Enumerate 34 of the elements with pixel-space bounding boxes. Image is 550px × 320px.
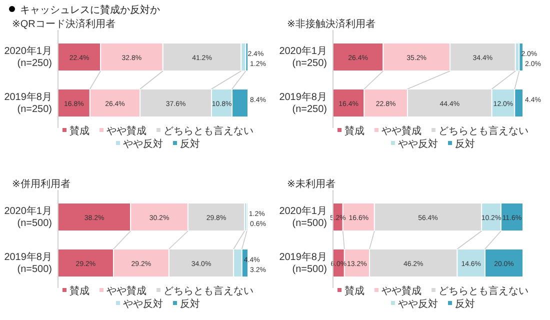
legend-label: やや反対 [398,298,438,310]
chart-subtitle: ※QRコード決済利用者 [12,18,116,30]
y-tick-label: 2019年8月 (n=250) [4,91,52,115]
legend-label: 反対 [180,298,200,310]
y-tick-label: 2020年1月 (n=500) [279,205,327,229]
y-tick-label: 2019年8月 (n=250) [279,91,327,115]
legend-label: やや反対 [398,138,438,150]
y-tick-label: 2020年1月 (n=500) [4,205,52,229]
legend-label: やや賛成 [106,285,146,297]
chart-subtitle: ※未利用者 [287,178,336,190]
legend-label: やや反対 [123,138,163,150]
chart-title: キャッシュレスに賛成か反対か [20,4,160,16]
legend-label: 賛成 [344,285,364,297]
chart-subtitle: ※併用利用者 [12,178,70,190]
chart-subtitle: ※非接触決済利用者 [287,18,376,30]
legend-label: やや賛成 [382,125,422,137]
legend-label: 反対 [180,138,200,150]
legend-label: どちらとも言えない [438,285,528,297]
legend-label: どちらとも言えない [164,285,254,297]
legend-label: やや反対 [123,298,163,310]
legend-label: 反対 [455,138,475,150]
legend-label: やや賛成 [382,285,422,297]
legend-label: どちらとも言えない [438,125,528,137]
y-tick-label: 2020年1月 (n=250) [279,45,327,69]
y-tick-label: 2020年1月 (n=250) [4,45,52,69]
legend-label: 賛成 [70,125,90,137]
bar [518,42,524,72]
y-tick-label: 2019年8月 (n=500) [4,251,52,275]
legend-label: どちらとも言えない [164,125,254,137]
legend-label: 賛成 [344,125,364,137]
legend-label: やや賛成 [106,125,146,137]
y-tick-label: 2019年8月 (n=500) [279,251,327,275]
legend-label: 反対 [455,298,475,310]
legend-label: 賛成 [70,285,90,297]
